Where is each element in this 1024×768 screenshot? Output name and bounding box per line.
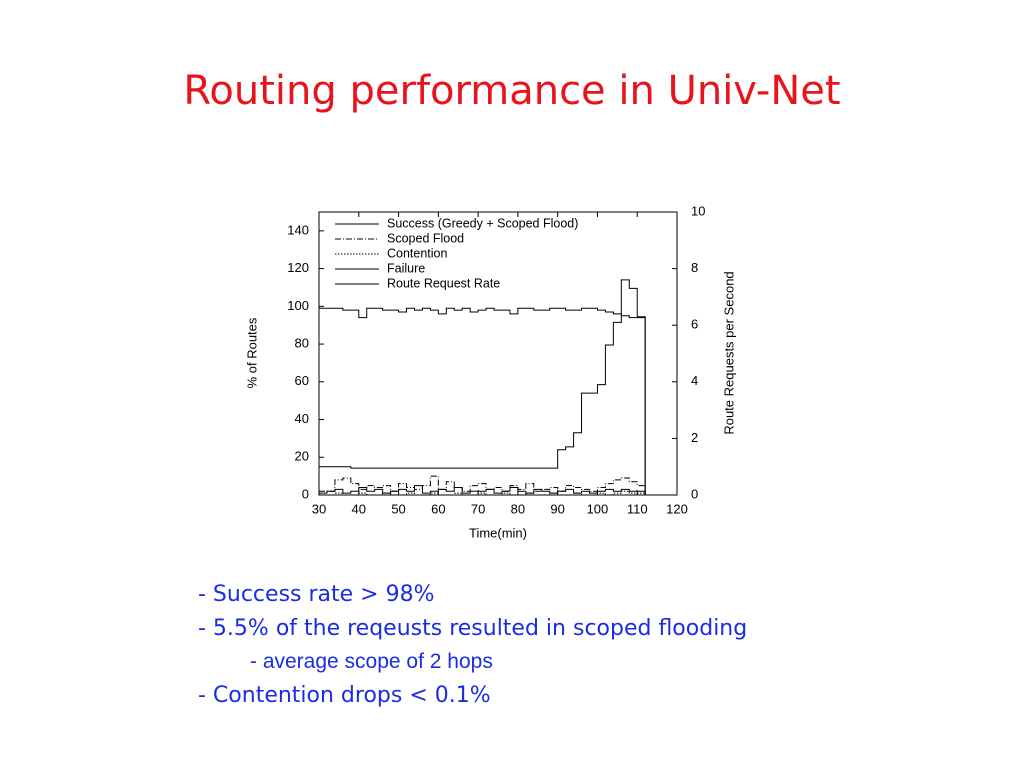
x-tick-label: 70 xyxy=(471,501,485,516)
slide-title: Routing performance in Univ-Net xyxy=(183,68,841,114)
legend-label: Route Request Rate xyxy=(387,276,500,290)
plot-frame xyxy=(318,211,678,496)
legend-label: Success (Greedy + Scoped Flood) xyxy=(387,216,578,230)
series-line xyxy=(319,490,646,496)
series-line xyxy=(319,485,646,495)
y-tick-label: 100 xyxy=(287,298,309,313)
y-axis-label: % of Routes xyxy=(244,317,259,388)
y2-tick-label: 0 xyxy=(691,486,698,501)
y-tick-label: 140 xyxy=(287,222,309,237)
x-axis-label: Time(min) xyxy=(469,525,527,540)
y-tick-label: 80 xyxy=(295,336,309,351)
y2-tick-label: 2 xyxy=(691,430,698,445)
x-tick-label: 120 xyxy=(666,501,688,516)
x-tick-label: 30 xyxy=(312,501,326,516)
y-tick-label: 20 xyxy=(295,449,309,464)
x-tick-label: 100 xyxy=(587,501,609,516)
y2-tick-label: 10 xyxy=(691,203,705,218)
y-tick-label: 120 xyxy=(287,260,309,275)
bullet: - Contention drops < 0.1% xyxy=(198,683,491,708)
series-line xyxy=(319,279,646,495)
x-tick-label: 80 xyxy=(511,501,525,516)
y-tick-label: 40 xyxy=(295,411,309,426)
series-line xyxy=(319,475,646,495)
chart: % of Routes Route Requests per Second Ti… xyxy=(244,203,736,540)
y2-tick-label: 4 xyxy=(691,373,698,388)
x-tick-label: 40 xyxy=(352,501,366,516)
y2-tick-label: 6 xyxy=(691,317,698,332)
bullet: - Success rate > 98% xyxy=(198,582,435,607)
x-tick-label: 90 xyxy=(550,501,564,516)
x-tick-label: 110 xyxy=(627,501,648,516)
x-tick-label: 50 xyxy=(391,501,405,516)
sub-bullet: - average scope of 2 hops xyxy=(250,650,493,673)
legend-label: Contention xyxy=(387,246,448,260)
y2-axis-label: Route Requests per Second xyxy=(721,271,736,434)
legend-label: Scoped Flood xyxy=(387,231,464,245)
bullet: - 5.5% of the reqeusts resulted in scope… xyxy=(198,616,748,641)
y-tick-label: 0 xyxy=(302,486,309,501)
legend-label: Failure xyxy=(387,261,425,275)
series-line xyxy=(319,307,646,495)
x-tick-label: 60 xyxy=(431,501,445,516)
y-tick-label: 60 xyxy=(295,373,309,388)
y2-tick-label: 8 xyxy=(691,260,698,275)
